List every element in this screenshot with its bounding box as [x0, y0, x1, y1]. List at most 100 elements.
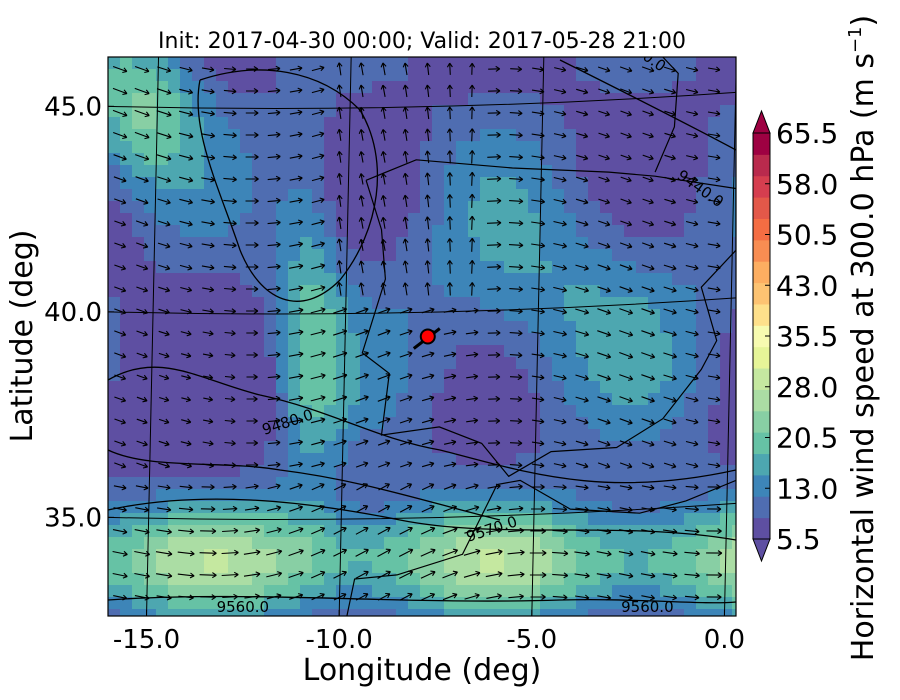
field-cell: [372, 573, 385, 586]
field-cell: [264, 177, 277, 190]
wind-arrow: [443, 461, 457, 468]
field-cell: [348, 609, 361, 616]
field-cell: [504, 189, 517, 202]
field-cell: [396, 69, 409, 82]
field-cell: [636, 405, 649, 418]
field-cell: [528, 141, 541, 154]
colorbar-tick-label: 35.5: [776, 320, 838, 353]
wind-arrow: [619, 330, 634, 337]
field-cell: [132, 393, 145, 406]
field-cell: [228, 597, 241, 610]
field-cell: [384, 141, 397, 154]
wind-arrow: [246, 308, 259, 314]
wind-arrow: [201, 220, 215, 227]
field-cell: [432, 417, 445, 430]
field-cell: [420, 141, 433, 154]
wind-arrow: [311, 219, 325, 226]
field-cell: [336, 249, 349, 262]
field-cell: [156, 609, 169, 616]
wind-arrow: [509, 374, 523, 381]
field-cell: [252, 357, 265, 370]
wind-arrow: [531, 220, 546, 227]
field-cell: [168, 177, 181, 190]
field-cell: [636, 177, 649, 190]
field-cell: [300, 225, 313, 238]
wind-arrow: [178, 110, 194, 117]
field-cell: [696, 165, 709, 178]
field-cell: [516, 105, 529, 118]
field-cell: [468, 273, 481, 286]
field-cell: [540, 477, 553, 490]
field-cell: [564, 453, 577, 466]
field-cell: [528, 585, 541, 598]
wind-arrow: [554, 66, 567, 73]
wind-arrow: [180, 352, 192, 359]
field-cell: [384, 561, 397, 574]
field-cell: [672, 537, 685, 550]
field-cell: [132, 537, 145, 550]
field-cell: [648, 117, 661, 130]
field-cell: [204, 561, 217, 574]
field-cell: [240, 465, 253, 478]
field-cell: [732, 441, 736, 454]
field-cell: [264, 345, 277, 358]
field-cell: [456, 225, 469, 238]
field-cell: [480, 477, 493, 490]
wind-arrow: [311, 461, 325, 468]
field-cell: [120, 393, 133, 406]
wind-arrow: [420, 526, 436, 535]
wind-arrow: [136, 352, 148, 359]
field-cell: [108, 117, 121, 130]
field-cell: [132, 201, 145, 214]
field-cell: [348, 69, 361, 82]
field-cell: [156, 549, 169, 562]
field-cell: [528, 273, 541, 286]
field-cell: [216, 549, 229, 562]
wind-arrow: [620, 176, 632, 183]
field-cell: [624, 213, 637, 226]
field-cell: [420, 609, 433, 616]
wind-arrow: [531, 308, 545, 315]
wind-arrow: [707, 176, 721, 183]
field-cell: [360, 57, 373, 70]
field-cell: [504, 549, 517, 562]
field-cell: [612, 225, 625, 238]
field-cell: [588, 609, 601, 616]
field-cell: [348, 297, 361, 310]
field-cell: [480, 105, 493, 118]
field-cell: [684, 105, 697, 118]
wind-arrow: [380, 173, 387, 185]
field-cell: [216, 273, 229, 286]
contour-line: [197, 69, 378, 302]
field-cell: [264, 69, 277, 82]
wind-arrow: [136, 374, 148, 381]
wind-arrow: [377, 351, 391, 358]
wind-arrow: [399, 505, 413, 513]
wind-arrow: [158, 418, 170, 425]
wind-arrow: [114, 374, 127, 381]
field-cell: [612, 237, 625, 250]
field-cell: [348, 141, 361, 154]
wind-arrow: [267, 483, 281, 490]
field-cell: [528, 309, 541, 322]
field-cell: [660, 357, 673, 370]
field-cell: [180, 453, 193, 466]
field-cell: [432, 381, 445, 394]
field-cell: [228, 525, 241, 538]
wind-arrow: [485, 549, 503, 556]
field-cell: [696, 585, 709, 598]
field-cell: [396, 453, 409, 466]
field-cell: [444, 513, 457, 526]
field-cell: [312, 333, 325, 346]
field-cell: [456, 393, 469, 406]
field-cell: [144, 489, 157, 502]
field-cell: [420, 537, 433, 550]
field-cell: [516, 165, 529, 178]
field-cell: [156, 357, 169, 370]
field-cell: [588, 477, 601, 490]
field-cell: [552, 105, 565, 118]
field-cell: [636, 261, 649, 274]
wind-arrow: [201, 176, 216, 183]
longitude-line: [146, 57, 160, 616]
wind-arrow: [553, 506, 568, 513]
